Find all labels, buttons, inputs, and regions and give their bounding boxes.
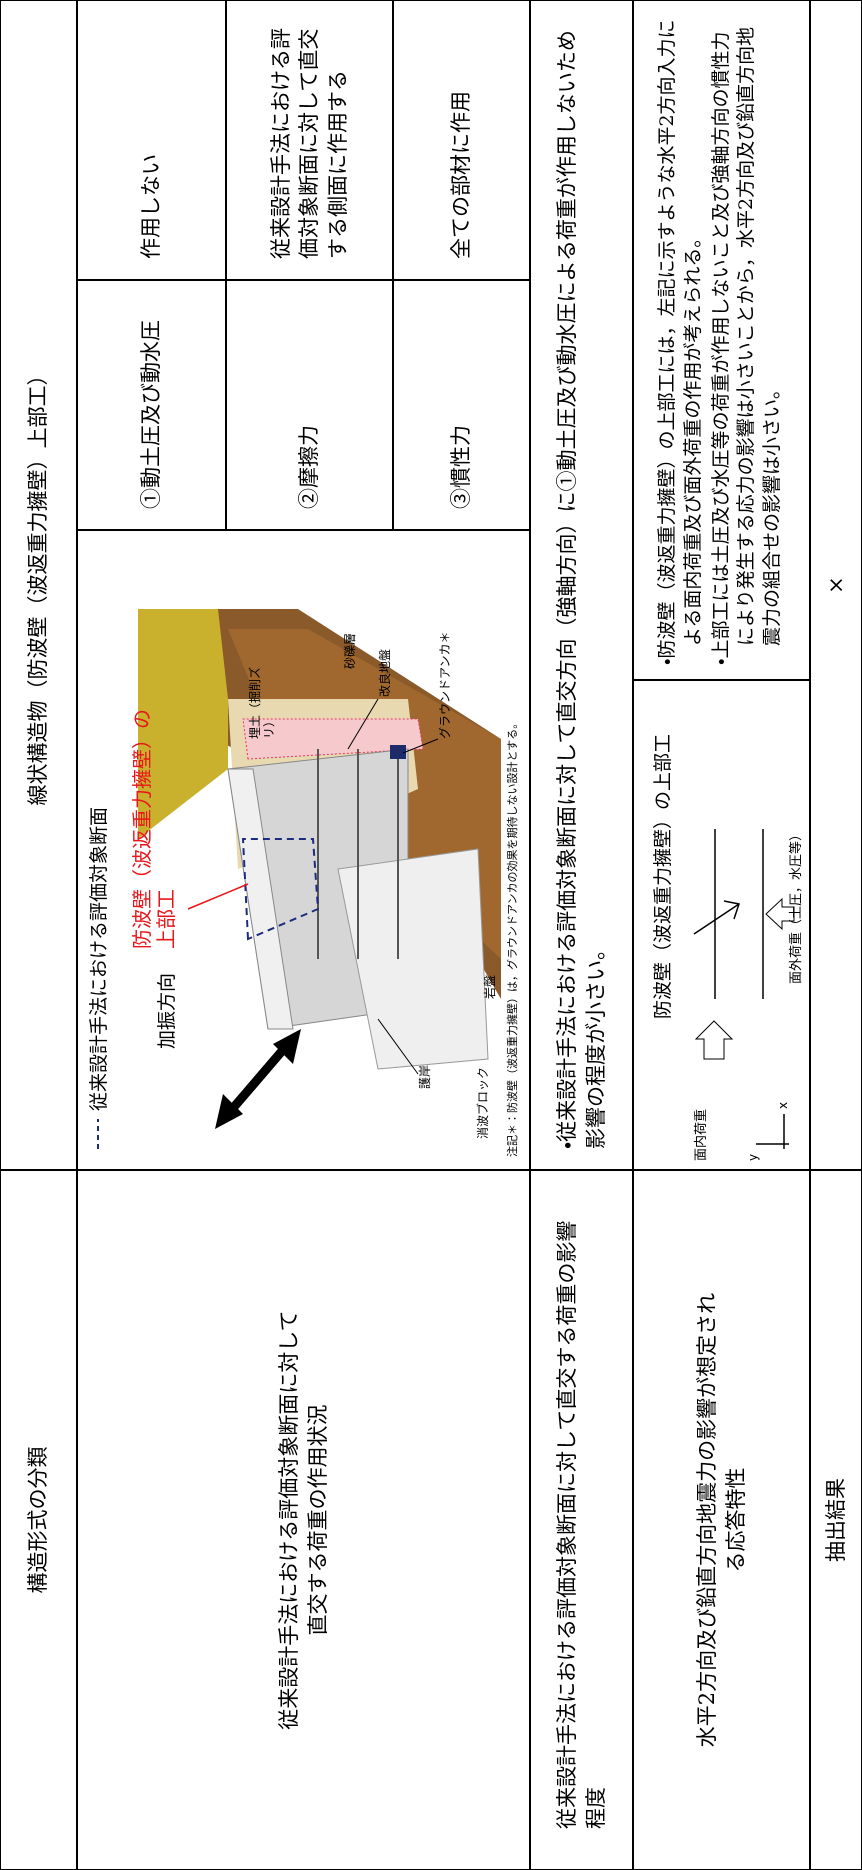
target-label: 防波壁（波返重力擁壁）の上部工 (652, 733, 674, 1019)
header-cell: 構造形式の分類 (0, 1170, 77, 1870)
slant-arrow-head (723, 900, 740, 920)
bullet: ・上部工には土圧及び水圧等の荷重が作用しないこと及び強軸方向の慣性力により発生す… (709, 26, 783, 665)
influence-text: ・従来設計手法における評価対象断面に対して直交方向（強軸方向）に①動土圧及び動水… (555, 30, 608, 1149)
in-plane-label: 面内荷重 (694, 1108, 709, 1161)
anchor-label: グラウンドアンカ＊ (438, 631, 452, 739)
leader-line (402, 738, 439, 754)
load-name: ①動土圧及び動水圧 (77, 280, 226, 530)
slant-arrow (693, 903, 740, 935)
backfill-shape (138, 609, 228, 839)
load-action-text: 作用しない (139, 154, 164, 259)
load-diagram (693, 829, 795, 1149)
y-label: y (746, 1153, 760, 1161)
row-label-text: 水平2方向及び鉛直方向地震力の影響が想定される応答特性 (695, 1292, 748, 1748)
load-name: ③慣性力 (393, 280, 530, 530)
shaking-direction: 加振方向 (156, 972, 178, 1049)
load-action-text: 従来設計手法における評価対象断面に対して直交する側面に作用する (268, 28, 350, 259)
improved-ground-shape (242, 718, 424, 760)
shaking-arrow (224, 1041, 292, 1117)
arrow-head (273, 1029, 301, 1064)
out-of-plane-arrow (765, 897, 795, 931)
header-cell: 線状構造物（防波壁（波返重力擁壁）上部工） (0, 0, 77, 1170)
result-cell: × (810, 0, 862, 1170)
target-label: 防波壁（波返重力擁壁）の上部工 (130, 709, 178, 949)
row-label: 水平2方向及び鉛直方向地震力の影響が想定される応答特性 (633, 1170, 810, 1870)
header-structure: 線状構造物（防波壁（波返重力擁壁）上部工） (26, 364, 51, 806)
row-label-text: 従来設計手法における評価対象断面に対して直交する荷重の作用状況 (277, 1310, 330, 1730)
bedrock-label: 岩盤 (483, 974, 497, 999)
bullets-cell: ・防波壁（波返重力擁壁）の上部工には，左記に示すような水平2方向入力による面内荷… (633, 0, 810, 680)
leader-line (187, 883, 249, 910)
wave-blocks-label: 消波ブロック (476, 1066, 490, 1139)
out-of-plane-label: 面外荷重（土圧，水圧等） (789, 827, 804, 984)
figure-cell: 従来設計手法における評価対象断面 加振方向 防波壁（波返重力擁壁）の上部工 埋土… (77, 530, 530, 1170)
leader-line (377, 1018, 419, 1075)
influence-cell: ・従来設計手法における評価対象断面に対して直交方向（強軸方向）に①動土圧及び動水… (530, 0, 633, 1170)
anchor-head (390, 745, 406, 759)
load-figure-cell: 防波壁（波返重力擁壁）の上部工 面内荷重 面外荷重（土圧，水圧等） x y (633, 680, 810, 1170)
x-label: x (776, 1101, 790, 1109)
improved-ground-label: 改良地盤 (378, 648, 392, 697)
load-name-text: ②摩擦力 (297, 425, 322, 509)
bullet: ・防波壁（波返重力擁壁）の上部工には，左記に示すような水平2方向入力による面内荷… (656, 19, 705, 665)
wall-top (227, 768, 294, 1030)
backfill-label: 埋土（掘削ズリ） (248, 666, 277, 739)
gravel-label: 砂礫層 (343, 632, 357, 669)
row-label: 抽出結果 (810, 1170, 862, 1870)
load-name: ②摩擦力 (226, 280, 393, 530)
row-label: 従来設計手法における評価対象断面に対して直交する荷重の作用状況 (77, 1170, 530, 1870)
row-label: 従来設計手法における評価対象断面に対して直交する荷重の影響程度 (530, 1170, 633, 1870)
result-value: × (823, 576, 848, 594)
wave-blocks-shape (337, 848, 489, 1070)
in-plane-arrow (694, 1020, 734, 1060)
structure-illustration (97, 609, 501, 1149)
load-name-text: ③慣性力 (449, 425, 474, 509)
load-name-text: ①動土圧及び動水圧 (139, 320, 164, 509)
leader-line (347, 698, 379, 750)
load-action: 全ての部材に作用 (393, 0, 530, 280)
arrow-head (215, 1094, 243, 1129)
figure-note: 注記＊：防波壁（波返重力擁壁）は，グラウンドアンカの効果を期待しない設計とする。 (506, 717, 519, 1157)
legend-text: 従来設計手法における評価対象断面 (88, 806, 110, 1111)
load-action: 作用しない (77, 0, 226, 280)
load-action-text: 全ての部材に作用 (449, 91, 474, 259)
header-label: 構造形式の分類 (26, 1446, 51, 1594)
section-outline (241, 838, 320, 941)
row-label-text: 従来設計手法における評価対象断面に対して直交する荷重の影響程度 (555, 1220, 608, 1829)
bullet-list: ・防波壁（波返重力擁壁）の上部工には，左記に示すような水平2方向入力による面内荷… (655, 15, 787, 665)
revetment-label: 護岸 (418, 1064, 432, 1089)
load-action: 従来設計手法における評価対象断面に対して直交する側面に作用する (226, 0, 393, 280)
row-label-text: 抽出結果 (823, 1478, 848, 1562)
